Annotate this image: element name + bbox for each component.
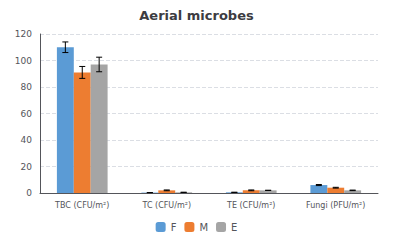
svg-text:TC (CFU/m²): TC (CFU/m²) [141,201,191,210]
svg-text:Fungi (PFU/m²): Fungi (PFU/m²) [306,201,365,210]
svg-text:80: 80 [21,82,33,92]
svg-text:60: 60 [21,109,33,119]
svg-text:Aerial microbes: Aerial microbes [139,8,254,23]
svg-text:TBC (CFU/m²): TBC (CFU/m²) [54,201,109,210]
svg-text:120: 120 [15,29,32,39]
svg-text:F: F [171,222,177,233]
svg-text:M: M [199,222,208,233]
svg-text:0: 0 [26,188,32,198]
svg-text:40: 40 [21,135,33,145]
svg-text:20: 20 [21,162,33,172]
svg-text:TE (CFU/m²): TE (CFU/m²) [226,201,275,210]
svg-text:100: 100 [15,56,32,66]
svg-text:E: E [231,222,237,233]
